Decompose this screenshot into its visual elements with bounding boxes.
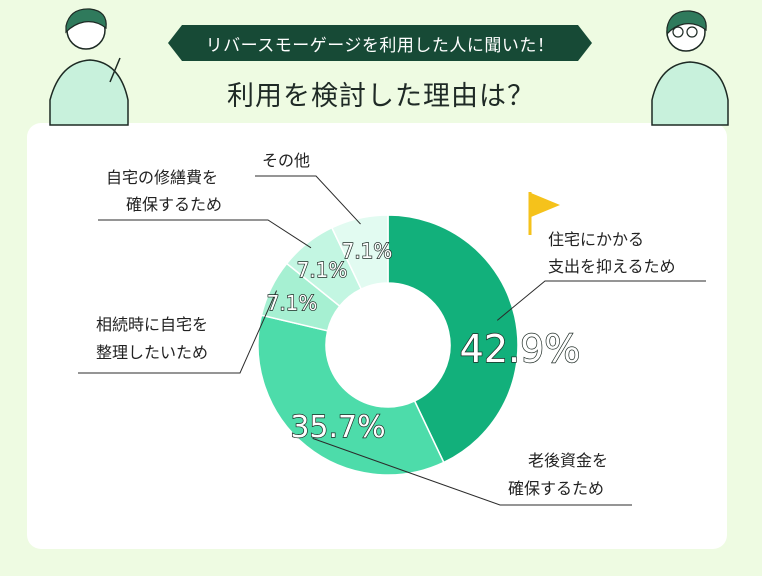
banner-text: リバースモーゲージを利用した人に聞いた！ xyxy=(205,35,555,56)
pct-label-3: 7.1% xyxy=(297,258,348,282)
slice-label-0: 住宅にかかる 支出を抑えるため xyxy=(548,230,676,276)
leader-line-4 xyxy=(255,175,361,225)
pct-label-4: 7.1% xyxy=(342,239,393,263)
person-left-illustration xyxy=(49,8,129,126)
pct-label-2: 7.1% xyxy=(267,291,318,315)
donut-slice-4 xyxy=(330,214,389,291)
pct-label-1: 35.7% xyxy=(290,410,385,445)
leader-line-0 xyxy=(496,280,706,321)
page-title: 利用を検討した理由は？ xyxy=(227,81,535,112)
slice-label-2: 相続時に自宅を 整理したいため xyxy=(96,315,213,362)
donut-slice-0 xyxy=(387,214,519,464)
pct-label-0: 42.9% xyxy=(460,327,581,371)
donut-slices xyxy=(257,214,519,476)
person-right-illustration xyxy=(651,10,729,126)
leader-line-2 xyxy=(78,290,278,374)
header-banner: リバースモーゲージを利用した人に聞いた！ xyxy=(168,25,592,61)
leader-line-1 xyxy=(312,437,632,506)
slice-label-3: 自宅の修繕費を 確保するため xyxy=(106,168,223,214)
chart-card xyxy=(27,123,727,549)
donut-slice-1 xyxy=(257,314,445,476)
flag-icon xyxy=(528,192,560,235)
slice-label-1: 老後資金を 確保するため xyxy=(508,451,613,498)
leader-lines xyxy=(78,175,706,506)
slice-label-4: その他 xyxy=(262,151,310,170)
leader-line-3 xyxy=(98,219,312,249)
